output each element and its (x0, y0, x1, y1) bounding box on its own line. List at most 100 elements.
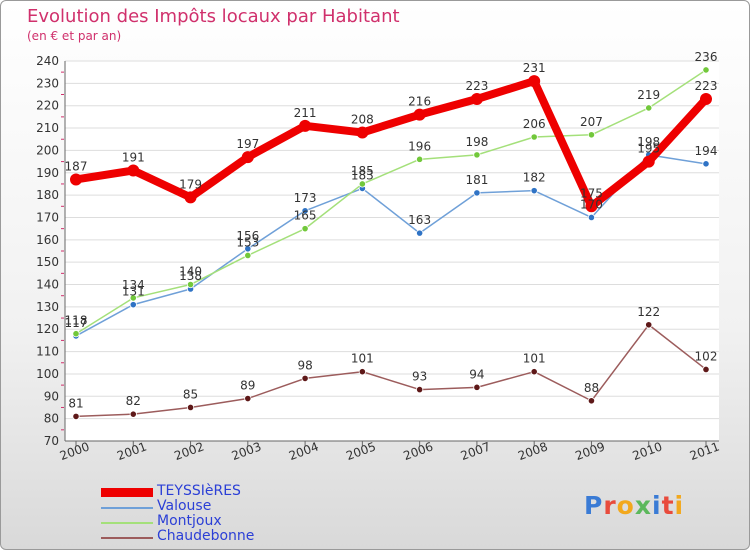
data-label: 170 (580, 197, 603, 211)
series-montjoux (72, 66, 710, 338)
data-label: 198 (637, 135, 660, 149)
y-tick-label: 150 (36, 255, 59, 269)
data-point (70, 173, 82, 186)
data-label: 194 (695, 144, 718, 158)
data-label: 223 (465, 79, 488, 93)
data-label: 198 (465, 135, 488, 149)
series-line (75, 154, 707, 337)
y-tick-label: 70 (44, 434, 59, 448)
data-point (530, 187, 538, 195)
data-label: 88 (584, 381, 599, 395)
data-label: 153 (236, 235, 259, 249)
data-label: 134 (122, 278, 145, 292)
data-label: 208 (351, 113, 374, 127)
data-point (530, 368, 538, 376)
series-line (72, 77, 710, 211)
data-point (186, 280, 195, 289)
data-point (244, 394, 252, 403)
data-point (702, 66, 710, 74)
data-label: 102 (695, 349, 718, 363)
data-label: 216 (408, 95, 431, 109)
data-label: 207 (580, 115, 603, 129)
data-point (358, 368, 366, 376)
data-point (299, 119, 312, 132)
legend-swatch (101, 522, 153, 524)
data-point (642, 155, 655, 168)
series-teyssières (70, 75, 712, 213)
series-line (75, 324, 707, 418)
data-label: 187 (65, 159, 88, 173)
data-label: 82 (126, 394, 141, 408)
chart-title: Evolution des Impôts locaux par Habitant (27, 6, 400, 27)
data-label: 156 (236, 229, 259, 243)
data-label: 165 (294, 209, 317, 223)
data-label: 138 (179, 269, 202, 283)
proxiti-logo: Proxiti (584, 491, 684, 520)
data-point (186, 403, 195, 412)
logo-letter: x (634, 491, 652, 520)
y-tick-label: 140 (36, 278, 59, 292)
data-label: 231 (523, 61, 546, 75)
data-point (72, 330, 80, 338)
y-tick-label: 90 (44, 389, 59, 403)
data-label: 117 (65, 316, 88, 330)
x-tick-label: 2003 (230, 439, 263, 463)
data-point (416, 229, 424, 237)
data-label: 101 (351, 352, 374, 366)
x-tick-label: 2004 (287, 439, 320, 463)
logo-letter: t (661, 491, 675, 520)
data-point (528, 75, 541, 88)
data-point (470, 93, 483, 105)
data-label: 185 (351, 164, 374, 178)
data-label: 122 (637, 305, 660, 319)
data-point (416, 385, 424, 394)
data-point (645, 321, 653, 329)
y-tick-label: 130 (36, 300, 59, 314)
legend-label: Montjoux (157, 513, 222, 529)
legend-label: TEYSSIèRES (157, 483, 241, 499)
series-chaudebonne (72, 321, 710, 421)
data-label: 206 (523, 117, 546, 131)
data-point (129, 410, 137, 418)
data-point (301, 374, 309, 383)
data-point (585, 200, 598, 213)
data-point (301, 207, 309, 215)
data-point (473, 189, 481, 197)
y-tick-label: 120 (36, 322, 59, 336)
data-point (301, 225, 309, 233)
data-point (700, 93, 712, 105)
data-point (587, 213, 596, 222)
data-label: 89 (240, 379, 255, 393)
data-point (702, 365, 710, 374)
data-label: 163 (408, 213, 431, 227)
data-point (241, 151, 254, 164)
y-tick-label: 230 (36, 76, 59, 90)
data-point (702, 160, 710, 168)
logo-letter: P (584, 491, 604, 520)
y-tick-label: 170 (36, 210, 59, 224)
data-label: 173 (294, 191, 317, 205)
data-point (127, 164, 140, 177)
data-label: 211 (294, 106, 317, 120)
data-point (530, 133, 538, 141)
data-label: 223 (695, 79, 718, 93)
x-tick-label: 2011 (688, 439, 721, 463)
data-label: 118 (65, 314, 88, 328)
logo-letter: r (603, 491, 617, 520)
x-tick-label: 2009 (573, 439, 606, 463)
logo-letter: i (674, 491, 685, 520)
data-label: 196 (408, 139, 431, 153)
x-tick-label: 2005 (344, 439, 377, 463)
data-point (416, 155, 424, 163)
data-label: 81 (68, 396, 83, 410)
x-tick-label: 2000 (58, 439, 91, 463)
data-point (184, 191, 197, 204)
data-point (413, 108, 426, 121)
y-tick-label: 110 (36, 345, 59, 359)
legend-label: Valouse (157, 498, 212, 514)
data-label: 219 (637, 88, 660, 102)
y-tick-label: 160 (36, 233, 59, 247)
x-tick-label: 2008 (516, 439, 549, 463)
y-tick-label: 200 (36, 143, 59, 157)
data-label: 183 (351, 168, 374, 182)
